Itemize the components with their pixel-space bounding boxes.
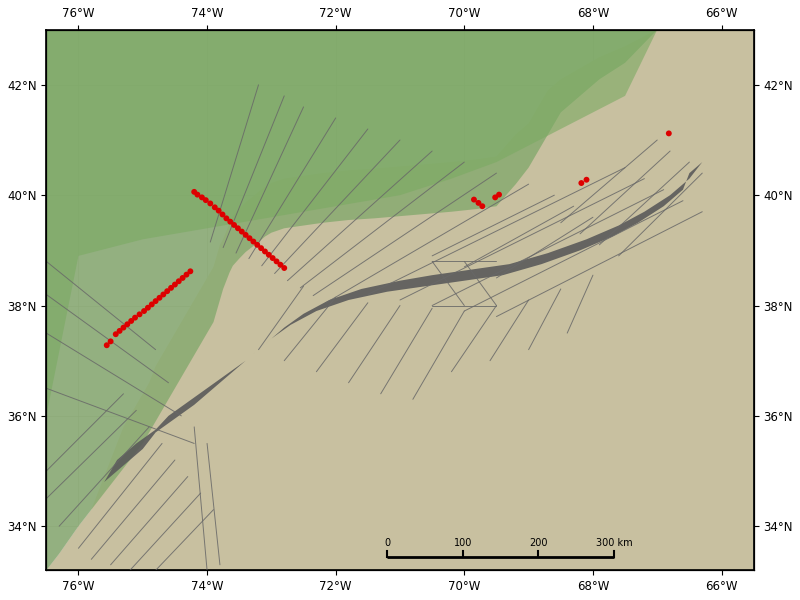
Point bbox=[180, 270, 193, 280]
Point bbox=[216, 209, 229, 219]
Point bbox=[224, 217, 237, 226]
Point bbox=[172, 277, 185, 286]
Text: 300 km: 300 km bbox=[596, 538, 633, 548]
Point bbox=[270, 257, 283, 266]
Polygon shape bbox=[104, 162, 702, 482]
Point bbox=[199, 196, 212, 205]
Point bbox=[247, 237, 260, 247]
Point bbox=[188, 187, 201, 197]
Point bbox=[146, 299, 158, 309]
Point bbox=[161, 286, 174, 296]
Point bbox=[254, 244, 267, 253]
Point bbox=[239, 230, 252, 239]
Point bbox=[138, 306, 150, 316]
Point bbox=[142, 303, 154, 313]
Point bbox=[662, 128, 675, 138]
Point bbox=[195, 193, 208, 202]
Point bbox=[274, 260, 286, 269]
Point bbox=[472, 198, 485, 208]
Polygon shape bbox=[46, 29, 754, 571]
Point bbox=[580, 175, 593, 185]
Point bbox=[191, 190, 204, 199]
Polygon shape bbox=[46, 29, 658, 571]
Point bbox=[258, 247, 271, 256]
Point bbox=[228, 220, 241, 230]
Point bbox=[133, 310, 146, 319]
Text: 200: 200 bbox=[530, 538, 548, 548]
Point bbox=[184, 266, 197, 276]
Text: 100: 100 bbox=[454, 538, 472, 548]
Point bbox=[110, 329, 122, 339]
Point bbox=[220, 214, 233, 223]
Point bbox=[575, 178, 588, 188]
Point bbox=[262, 250, 275, 260]
Polygon shape bbox=[46, 29, 754, 571]
Point bbox=[153, 293, 166, 302]
Point bbox=[125, 316, 138, 326]
Point bbox=[231, 223, 244, 233]
Point bbox=[212, 206, 225, 215]
Text: 0: 0 bbox=[384, 538, 390, 548]
Point bbox=[104, 337, 117, 346]
Point bbox=[489, 193, 502, 202]
Point bbox=[278, 263, 290, 273]
Point bbox=[476, 202, 489, 211]
Point bbox=[251, 240, 264, 250]
Point bbox=[114, 326, 126, 335]
Point bbox=[150, 296, 162, 306]
Point bbox=[100, 340, 113, 350]
Point bbox=[208, 203, 221, 212]
Point bbox=[243, 233, 256, 243]
Point bbox=[165, 283, 178, 293]
Point bbox=[129, 313, 142, 322]
Polygon shape bbox=[46, 29, 658, 416]
Point bbox=[467, 195, 480, 205]
Point bbox=[117, 323, 130, 332]
Point bbox=[493, 190, 506, 199]
Point bbox=[157, 290, 170, 299]
Point bbox=[266, 253, 279, 263]
Point bbox=[204, 199, 217, 208]
Point bbox=[169, 280, 182, 289]
Point bbox=[235, 227, 248, 236]
Point bbox=[176, 273, 189, 283]
Point bbox=[121, 319, 134, 329]
